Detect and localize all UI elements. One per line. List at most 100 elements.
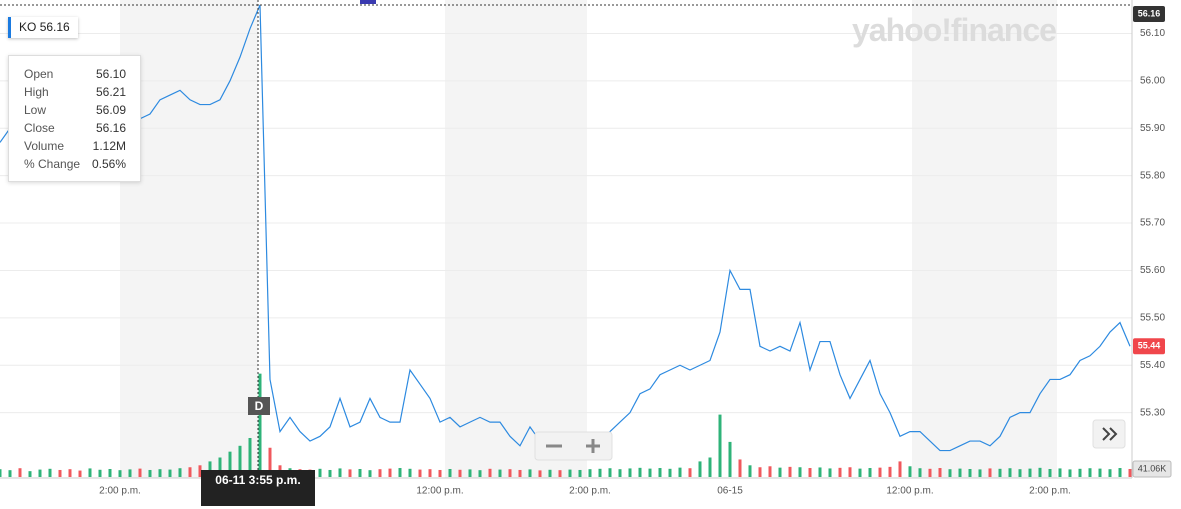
volume-bar (1058, 468, 1062, 477)
volume-bar (1128, 468, 1132, 477)
band (120, 0, 258, 478)
volume-bar (648, 468, 652, 477)
volume-bar (158, 469, 162, 477)
volume-bar (228, 451, 232, 477)
x-tick-label: 2:00 p.m. (569, 486, 611, 497)
band (912, 0, 1057, 478)
event-marker[interactable]: D (248, 397, 270, 415)
y-tick-label: 56.00 (1140, 75, 1165, 86)
volume-bar (898, 461, 902, 477)
volume-bar (208, 461, 212, 477)
volume (0, 373, 1132, 477)
volume-bar (608, 468, 612, 477)
volume-bar (1008, 468, 1012, 477)
tooltip-value: 56.09 (95, 103, 126, 117)
volume-bar (448, 469, 452, 477)
symbol: KO (19, 20, 37, 34)
volume-bar (348, 469, 352, 477)
volume-bar (558, 470, 562, 477)
volume-tag: 41.06K (1138, 463, 1167, 473)
volume-bar (928, 468, 932, 477)
y-tick-label: 55.70 (1140, 218, 1165, 229)
volume-bar (998, 468, 1002, 477)
tooltip-value: 0.56% (91, 157, 126, 171)
tooltip-row: Close 56.16 (24, 121, 126, 139)
volume-bar (748, 465, 752, 477)
tooltip-row: Open 56.10 (24, 67, 126, 85)
volume-bar (128, 469, 132, 477)
volume-bar (658, 468, 662, 477)
y-tick-label: 55.50 (1140, 312, 1165, 323)
tooltip-label: Low (24, 103, 47, 117)
volume-tag-box (1132, 460, 1172, 478)
volume-bar (948, 469, 952, 477)
volume-bar (88, 468, 92, 477)
grid (0, 32, 1132, 414)
tooltip-row: High 56.21 (24, 85, 126, 103)
tooltip-value: 56.10 (95, 67, 126, 81)
volume-bar (618, 469, 622, 477)
band (445, 0, 587, 478)
volume-bar (1088, 468, 1092, 477)
volume-bar (238, 445, 242, 477)
volume-bar (338, 468, 342, 477)
volume-bar (378, 469, 382, 477)
tooltip-label: Open (24, 67, 54, 81)
volume-bar (1028, 468, 1032, 477)
volume-bar (218, 457, 222, 477)
volume-bar (78, 470, 82, 477)
volume-bar (168, 469, 172, 477)
volume-bar (48, 468, 52, 477)
x-tick-label: 2:00 p.m. (1029, 486, 1071, 497)
y-tick-label: 55.80 (1140, 170, 1165, 181)
volume-bar (28, 471, 32, 477)
volume-bar (578, 469, 582, 477)
volume-bar (68, 469, 72, 477)
volume-bar (958, 468, 962, 477)
tooltip-label: % Change (24, 157, 81, 171)
volume-bar (138, 468, 142, 477)
volume-bar (828, 468, 832, 477)
tooltip-label: Close (24, 121, 55, 135)
volume-bar (258, 373, 262, 477)
y-tick-label: 55.60 (1140, 265, 1165, 276)
volume-bar (358, 469, 362, 477)
volume-bar (468, 469, 472, 477)
volume-bar (398, 468, 402, 477)
volume-bar (108, 469, 112, 477)
y-tick-label: 55.90 (1140, 123, 1165, 134)
volume-bar (888, 466, 892, 477)
volume-bar (718, 414, 722, 477)
volume-bar (548, 469, 552, 477)
volume-bar (938, 468, 942, 477)
volume-bar (418, 469, 422, 477)
tooltip-value: 56.16 (95, 121, 126, 135)
volume-bar (318, 468, 322, 477)
volume-bar (8, 470, 12, 477)
volume-bar (988, 468, 992, 477)
next-icon (1102, 427, 1118, 441)
volume-bar (118, 470, 122, 477)
crosshair-date: 06-11 3:55 p.m. (201, 470, 315, 506)
crosshair (0, 0, 1132, 478)
volume-bar (388, 468, 392, 477)
volume-bar (638, 467, 642, 477)
volume-bar (628, 468, 632, 477)
volume-bar (508, 469, 512, 477)
tooltip-value: 56.21 (95, 85, 126, 99)
range-handle[interactable] (360, 0, 376, 4)
tooltip-label: Volume (24, 139, 65, 153)
volume-bar (818, 467, 822, 477)
volume-bar (568, 469, 572, 477)
tooltip-value: 1.12M (92, 139, 126, 153)
volume-bar (968, 469, 972, 477)
tooltip-row: Volume 1.12M (24, 139, 126, 157)
volume-bar (188, 467, 192, 477)
symbol-label: KO 56.16 (8, 17, 78, 38)
volume-bar (788, 466, 792, 477)
volume-bar (1048, 469, 1052, 477)
volume-bar (878, 467, 882, 477)
volume-bar (668, 468, 672, 477)
volume-bar (428, 469, 432, 477)
